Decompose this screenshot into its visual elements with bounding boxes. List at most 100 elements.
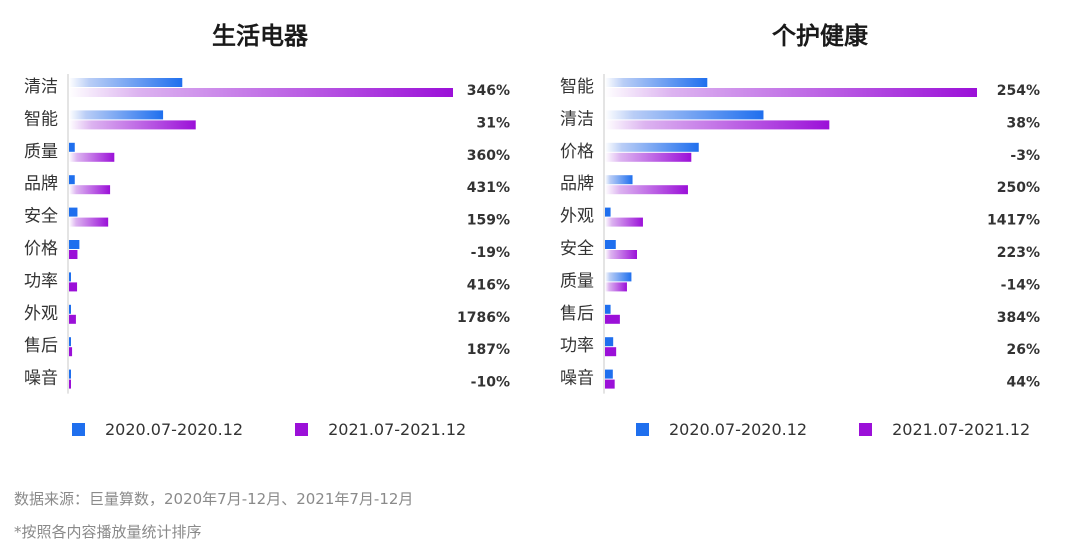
chart-legend: 2020.07-2020.12 2021.07-2021.12 xyxy=(636,420,1030,439)
bar-2021-2 xyxy=(69,152,115,162)
category-label: 清洁 xyxy=(24,77,58,97)
category-label: 清洁 xyxy=(560,109,594,129)
bar-2021-6 xyxy=(605,282,627,292)
bar-2021-4 xyxy=(605,217,643,227)
growth-label: -10% xyxy=(471,375,510,391)
bar-2020-3 xyxy=(69,175,75,185)
growth-label: 1786% xyxy=(457,310,510,326)
growth-label: 187% xyxy=(467,342,510,358)
chart-life-appliances: 生活电器 清洁 346% 智能 31% 质量 360% 品牌 431% 安全 159% 价格 -19%… xyxy=(0,0,540,460)
category-label: 功率 xyxy=(560,336,594,356)
category-label: 安全 xyxy=(560,239,594,259)
bar-2020-3 xyxy=(605,175,633,185)
data-source-note: 数据来源：巨量算数，2020年7月-12月、2021年7月-12月 xyxy=(14,490,414,508)
category-label: 售后 xyxy=(24,336,58,356)
bar-2020-7 xyxy=(69,304,71,314)
legend-label-2020: 2020.07-2020.12 xyxy=(669,420,808,439)
legend-swatch-2021 xyxy=(859,423,873,436)
bar-2020-2 xyxy=(69,142,75,152)
bar-2020-0 xyxy=(69,78,183,87)
bar-2020-2 xyxy=(605,142,699,152)
bar-2021-9 xyxy=(605,379,615,389)
bar-2020-8 xyxy=(605,337,614,347)
bar-2021-2 xyxy=(605,152,692,162)
category-label: 价格 xyxy=(560,142,594,162)
category-label: 外观 xyxy=(24,304,58,324)
growth-label: 223% xyxy=(997,245,1040,261)
bar-chart-plot: 清洁 346% 智能 31% 质量 360% 品牌 431% 安全 159% 价格 -19% 功率 416… xyxy=(24,74,510,394)
bar-2021-0 xyxy=(605,88,977,97)
legend-item-2021: 2021.07-2021.12 xyxy=(859,420,1030,439)
growth-label: -3% xyxy=(1010,148,1040,164)
growth-label: 254% xyxy=(997,83,1040,99)
bar-2021-1 xyxy=(605,120,830,130)
bar-2021-7 xyxy=(605,314,620,324)
legend-swatch-2021 xyxy=(295,423,309,436)
bar-2021-1 xyxy=(69,120,196,130)
bar-2021-5 xyxy=(69,250,78,259)
growth-label: 31% xyxy=(476,115,510,131)
category-label: 噪音 xyxy=(24,369,58,389)
chart-personal-care: 个护健康 智能 254% 清洁 38% 价格 -3% 品牌 250% 外观 1417% 安全 223%… xyxy=(540,0,1080,460)
bar-2021-5 xyxy=(605,250,637,259)
legend-label-2021: 2021.07-2021.12 xyxy=(328,420,467,439)
bar-2021-8 xyxy=(69,347,73,357)
category-label: 智能 xyxy=(24,109,58,129)
bar-2021-0 xyxy=(69,88,453,97)
legend-item-2021: 2021.07-2021.12 xyxy=(295,420,466,439)
bar-2020-8 xyxy=(69,337,71,347)
sorting-note: *按照各内容播放量统计排序 xyxy=(14,523,202,541)
bar-2020-4 xyxy=(605,207,611,217)
growth-label: 44% xyxy=(1006,375,1040,391)
category-label: 售后 xyxy=(560,304,594,324)
chart-title: 个护健康 xyxy=(772,22,868,50)
bar-2021-9 xyxy=(69,379,71,389)
bar-2021-3 xyxy=(69,185,111,195)
bar-2021-8 xyxy=(605,347,617,357)
growth-label: 360% xyxy=(467,148,510,164)
growth-label: 38% xyxy=(1006,115,1040,131)
growth-label: 431% xyxy=(467,180,510,196)
category-label: 质量 xyxy=(560,271,594,291)
bar-chart-plot: 智能 254% 清洁 38% 价格 -3% 品牌 250% 外观 1417% 安全 223% 质量 -14… xyxy=(560,74,1040,394)
bar-2020-1 xyxy=(69,110,164,120)
legend-swatch-2020 xyxy=(636,423,649,436)
category-label: 功率 xyxy=(24,271,58,291)
bar-2021-3 xyxy=(605,185,688,195)
category-label: 品牌 xyxy=(560,174,594,194)
bar-2021-4 xyxy=(69,217,109,227)
chart-title: 生活电器 xyxy=(212,22,308,50)
bar-2020-9 xyxy=(605,369,613,379)
growth-label: 159% xyxy=(467,213,510,229)
bar-2021-6 xyxy=(69,282,78,292)
bar-2020-0 xyxy=(605,78,708,87)
category-label: 噪音 xyxy=(560,369,594,389)
growth-label: 250% xyxy=(997,180,1040,196)
growth-label: -19% xyxy=(471,245,510,261)
bar-2020-6 xyxy=(605,272,632,282)
legend-swatch-2020 xyxy=(72,423,85,436)
growth-label: -14% xyxy=(1001,277,1040,293)
legend-item-2020: 2020.07-2020.12 xyxy=(72,420,243,439)
growth-label: 416% xyxy=(467,277,510,293)
bar-2020-4 xyxy=(69,207,78,217)
legend-item-2020: 2020.07-2020.12 xyxy=(636,420,807,439)
category-label: 价格 xyxy=(24,239,58,259)
category-label: 安全 xyxy=(24,207,58,227)
category-label: 外观 xyxy=(560,207,594,227)
growth-label: 1417% xyxy=(987,213,1040,229)
growth-label: 384% xyxy=(997,310,1040,326)
growth-label: 26% xyxy=(1006,342,1040,358)
bar-2021-7 xyxy=(69,314,76,324)
category-label: 质量 xyxy=(24,142,58,162)
bar-2020-1 xyxy=(605,110,764,120)
growth-label: 346% xyxy=(467,83,510,99)
category-label: 智能 xyxy=(560,77,594,97)
bar-2020-9 xyxy=(69,369,71,379)
bar-2020-5 xyxy=(69,240,80,249)
legend-label-2021: 2021.07-2021.12 xyxy=(892,420,1031,439)
bar-2020-6 xyxy=(69,272,71,282)
bar-2020-5 xyxy=(605,240,616,249)
legend-label-2020: 2020.07-2020.12 xyxy=(105,420,244,439)
bar-2020-7 xyxy=(605,304,611,314)
